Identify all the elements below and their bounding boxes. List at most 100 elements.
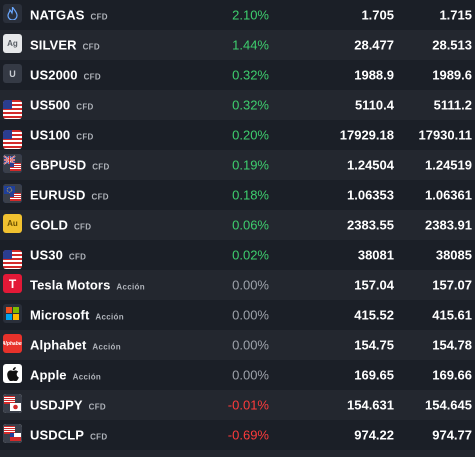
change-percent: -0.01%: [227, 397, 269, 413]
instrument-name: US500 CFD: [30, 98, 94, 113]
symbol-label: Apple: [30, 367, 67, 383]
symbol-label: Microsoft: [30, 307, 90, 323]
table-row[interactable]: USDJPY CFD -0.01% 154.631 154.645: [0, 390, 475, 420]
change-percent: 0.32%: [232, 67, 269, 83]
table-row[interactable]: Au GOLD CFD 0.06% 2383.55 2383.91: [0, 210, 475, 240]
change-percent: -0.69%: [227, 427, 269, 443]
us-jp-flag-icon: [3, 394, 22, 413]
silver-icon: Ag: [3, 34, 22, 53]
buy-price[interactable]: 5111.2: [433, 97, 472, 113]
symbol-label: US100: [30, 127, 71, 143]
buy-price[interactable]: 2383.91: [425, 217, 472, 233]
sell-price[interactable]: 5110.4: [354, 97, 394, 113]
next-row-partial: [0, 450, 475, 457]
sell-price[interactable]: 28.477: [354, 37, 394, 53]
instrument-name: GBPUSD CFD: [30, 158, 110, 173]
sell-price[interactable]: 38081: [357, 247, 394, 263]
table-row[interactable]: US30 CFD 0.02% 38081 38085: [0, 240, 475, 270]
sell-price[interactable]: 154.631: [347, 397, 394, 413]
instrument-name: EURUSD CFD: [30, 188, 109, 203]
buy-price[interactable]: 157.07: [432, 277, 472, 293]
icon-text: Ag: [7, 39, 18, 48]
instrument-name: Alphabet Acción: [30, 338, 121, 353]
table-row[interactable]: US500 CFD 0.32% 5110.4 5111.2: [0, 90, 475, 120]
sell-price[interactable]: 157.04: [354, 277, 394, 293]
table-row[interactable]: Apple Acción 0.00% 169.65 169.66: [0, 360, 475, 390]
us-flag-icon: [3, 99, 22, 119]
table-row[interactable]: Microsoft Acción 0.00% 415.52 415.61: [0, 300, 475, 330]
flame-icon: [3, 4, 22, 23]
icon-text: T: [8, 276, 17, 291]
instrument-type-badge: CFD: [92, 162, 110, 172]
buy-price[interactable]: 974.77: [432, 427, 472, 443]
sell-price[interactable]: 1.06353: [347, 187, 394, 203]
instrument-type-badge: CFD: [76, 132, 94, 142]
instrument-name: Tesla Motors Acción: [30, 278, 145, 293]
sell-price[interactable]: 154.75: [354, 337, 394, 353]
buy-price[interactable]: 1.06361: [425, 187, 472, 203]
instrument-name: GOLD CFD: [30, 218, 91, 233]
table-row[interactable]: USDCLP CFD -0.69% 974.22 974.77: [0, 420, 475, 450]
sell-price[interactable]: 1.705: [361, 7, 394, 23]
gold-icon: Au: [3, 214, 22, 233]
buy-price[interactable]: 154.645: [425, 397, 472, 413]
instrument-name: USDJPY CFD: [30, 398, 106, 413]
change-percent: 0.32%: [232, 97, 269, 113]
instrument-type-badge: Acción: [72, 372, 102, 382]
buy-price[interactable]: 154.78: [432, 337, 472, 353]
us-flag-icon: [3, 129, 22, 149]
sell-price[interactable]: 415.52: [354, 307, 394, 323]
instrument-type-badge: CFD: [73, 222, 92, 232]
buy-price[interactable]: 1989.6: [432, 67, 472, 83]
sell-price[interactable]: 1988.9: [354, 67, 394, 83]
tesla-logo-icon: T: [3, 274, 22, 293]
change-percent: 0.06%: [232, 217, 269, 233]
instrument-name: Microsoft Acción: [30, 308, 124, 323]
gb-us-flag-icon: [3, 154, 22, 173]
change-percent: 0.19%: [232, 157, 269, 173]
table-row[interactable]: EURUSD CFD 0.18% 1.06353 1.06361: [0, 180, 475, 210]
sell-price[interactable]: 1.24504: [347, 157, 394, 173]
table-row[interactable]: NATGAS CFD 2.10% 1.705 1.715: [0, 0, 475, 30]
instrument-name: USDCLP CFD: [30, 428, 107, 443]
buy-price[interactable]: 17930.11: [418, 127, 472, 143]
table-row[interactable]: GBPUSD CFD 0.19% 1.24504 1.24519: [0, 150, 475, 180]
instrument-type-badge: Acción: [116, 282, 145, 292]
buy-price[interactable]: 28.513: [432, 37, 472, 53]
symbol-label: GBPUSD: [30, 157, 87, 173]
instrument-name: US2000 CFD: [30, 68, 101, 83]
buy-price[interactable]: 1.715: [439, 7, 472, 23]
us-cl-flag-icon: [3, 424, 22, 443]
instrument-type-badge: Acción: [95, 312, 124, 322]
buy-price[interactable]: 415.61: [432, 307, 472, 323]
instrument-type-badge: CFD: [91, 192, 109, 202]
microsoft-logo-icon: [3, 304, 22, 323]
symbol-label: GOLD: [30, 217, 68, 233]
table-row[interactable]: Alphabet Alphabet Acción 0.00% 154.75 154.78: [0, 330, 475, 360]
table-row[interactable]: U US2000 CFD 0.32% 1988.9 1989.6: [0, 60, 475, 90]
symbol-label: Alphabet: [30, 337, 87, 353]
sell-price[interactable]: 2383.55: [347, 217, 394, 233]
table-row[interactable]: T Tesla Motors Acción 0.00% 157.04 157.07: [0, 270, 475, 300]
sell-price[interactable]: 17929.18: [339, 127, 394, 143]
sell-price[interactable]: 169.65: [354, 367, 394, 383]
symbol-label: USDJPY: [30, 397, 83, 413]
instrument-type-badge: CFD: [90, 12, 108, 22]
table-row[interactable]: US100 CFD 0.20% 17929.18 17930.11: [0, 120, 475, 150]
instrument-type-badge: CFD: [83, 72, 101, 82]
buy-price[interactable]: 1.24519: [425, 157, 472, 173]
change-percent: 0.20%: [232, 127, 269, 143]
change-percent: 0.00%: [232, 277, 269, 293]
sell-price[interactable]: 974.22: [354, 427, 394, 443]
instrument-name: US100 CFD: [30, 128, 94, 143]
table-row[interactable]: Ag SILVER CFD 1.44% 28.477 28.513: [0, 30, 475, 60]
instrument-name: US30 CFD: [30, 248, 86, 263]
alphabet-logo-icon: Alphabet: [3, 334, 22, 353]
buy-price[interactable]: 169.66: [432, 367, 472, 383]
symbol-label: USDCLP: [30, 427, 85, 443]
change-percent: 0.00%: [232, 367, 269, 383]
change-percent: 0.02%: [232, 247, 269, 263]
symbol-label: NATGAS: [30, 7, 85, 23]
buy-price[interactable]: 38085: [435, 247, 472, 263]
